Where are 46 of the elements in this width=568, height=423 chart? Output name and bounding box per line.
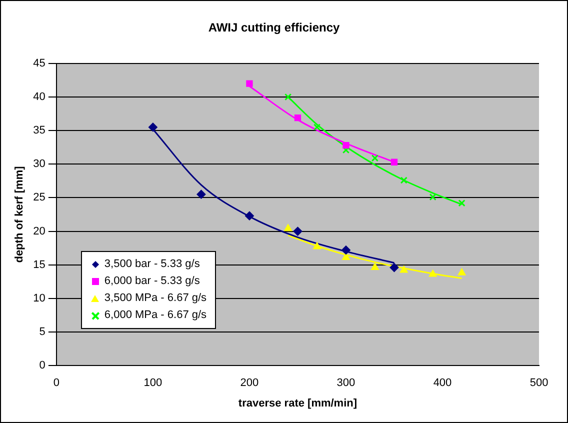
- point: [313, 124, 321, 131]
- point: [428, 270, 437, 277]
- point: [196, 190, 206, 199]
- legend-label: 6,000 MPa - 6.67 g/s: [104, 309, 207, 322]
- point: [342, 252, 350, 260]
- y-tick-label: 0: [39, 360, 46, 372]
- y-tick-label: 40: [33, 91, 46, 104]
- point: [341, 246, 350, 255]
- legend-label: 3,500 MPa - 6.67 g/s: [104, 292, 207, 304]
- y-tick-label: 20: [33, 225, 46, 238]
- point: [458, 268, 466, 276]
- y-tick-label: 25: [33, 192, 46, 204]
- point: [371, 154, 379, 162]
- point: [313, 242, 321, 250]
- point: [294, 114, 302, 122]
- point: [370, 263, 379, 270]
- legend-label: 3,500 bar - 5.33 g/s: [104, 258, 200, 270]
- x-tick-label: 100: [144, 377, 162, 390]
- line-series: [287, 234, 463, 280]
- point: [246, 80, 253, 87]
- point: [342, 142, 350, 149]
- y-tick-label: 10: [33, 292, 46, 304]
- point: [284, 224, 292, 232]
- x-tick-label: 500: [530, 377, 548, 390]
- y-tick-label: 35: [33, 124, 46, 137]
- x-tick-label: 200: [240, 377, 259, 390]
- y-tick-label: 45: [33, 57, 46, 70]
- point: [390, 158, 398, 166]
- chart-title: AWIJ cutting efficiency: [208, 20, 340, 35]
- point: [293, 226, 302, 236]
- y-tick-label: 15: [33, 258, 46, 271]
- point: [390, 263, 399, 272]
- legend-label: 6,000 bar - 5.33 g/s: [104, 275, 200, 288]
- point: [400, 176, 408, 184]
- x-tick-label: 400: [433, 377, 452, 390]
- x-tick-label: 300: [336, 377, 356, 390]
- y-tick-label: 5: [39, 326, 46, 338]
- x-tick-label: 0: [53, 377, 60, 390]
- point: [244, 211, 254, 220]
- y-tick-label: 30: [33, 158, 46, 170]
- point: [284, 93, 292, 101]
- y-axis-title: depth of kerf [mm]: [14, 166, 26, 263]
- point: [148, 122, 158, 132]
- point: [400, 266, 408, 273]
- x-axis-title: traverse rate [mm/min]: [238, 397, 358, 410]
- point: [429, 193, 436, 201]
